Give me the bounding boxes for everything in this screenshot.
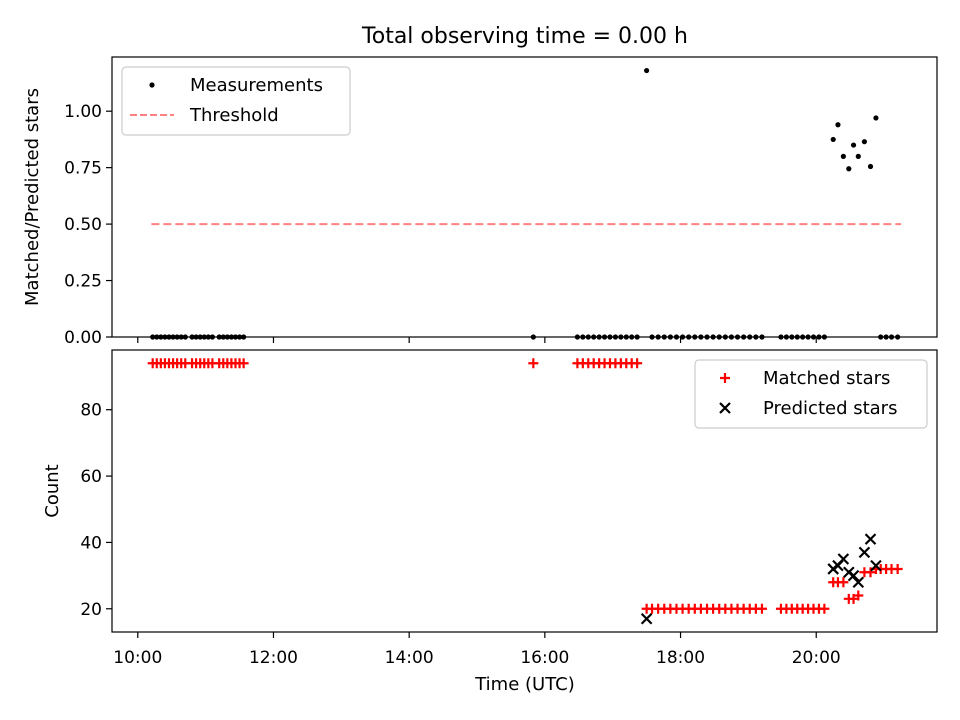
legend: Matched stars Predicted stars [694, 359, 928, 429]
data-point [858, 546, 871, 559]
series-predicted-stars [640, 533, 882, 625]
data-point [853, 590, 864, 601]
data-point [864, 533, 877, 545]
legend-marker [149, 82, 155, 88]
y-axis-label: Matched/Predicted stars [22, 88, 43, 306]
legend-label: Matched stars [763, 368, 890, 389]
legend-label: Measurements [190, 75, 323, 96]
x-tick-label: 20:00 [792, 648, 841, 668]
x-tick-label: 18:00 [656, 648, 705, 668]
plot-layer: 0.00 0.25 0.50 0.75 1.00 Matched/Predicted st… [22, 56, 938, 668]
data-point [819, 603, 830, 614]
data-point [861, 139, 868, 145]
y-tick-label: 0.00 [64, 328, 102, 348]
x-tick-label: 16:00 [520, 648, 569, 668]
legend: Measurements Threshold [121, 66, 351, 136]
x-tick-label: 14:00 [385, 648, 434, 668]
data-point [640, 612, 653, 625]
data-point [847, 569, 860, 582]
y-tick-label: 80 [80, 401, 102, 421]
data-point [867, 163, 874, 170]
data-point [528, 358, 539, 369]
x-tick-label: 10:00 [113, 648, 162, 668]
legend-label: Predicted stars [763, 398, 897, 419]
y-tick-label: 40 [80, 533, 102, 553]
series-matched-stars [147, 358, 903, 614]
y-tick-label: 0.25 [64, 272, 102, 292]
legend-marker [720, 373, 730, 383]
panel-2: 20 40 60 80 10:00 12:00 14:00 16:00 18:00 20:00 Co… [42, 349, 938, 668]
plot-frame [111, 349, 938, 633]
legend-marker [719, 402, 731, 414]
data-point [855, 153, 861, 159]
data-point [632, 358, 643, 369]
chart-title: Total observing time = 0.00 h [361, 24, 688, 49]
x-axis-label: Time (UTC) [474, 674, 575, 695]
y-tick-label: 1.00 [64, 102, 102, 122]
legend-label: Threshold [189, 105, 279, 126]
panel-1: 0.00 0.25 0.50 0.75 1.00 Matched/Predicted st… [22, 56, 938, 348]
y-tick-label: 20 [80, 600, 102, 620]
data-point [238, 358, 249, 369]
data-point [644, 67, 650, 74]
data-point [865, 567, 876, 578]
x-tick-label: 12:00 [249, 648, 298, 668]
data-point [838, 577, 849, 588]
data-point [756, 603, 767, 614]
legend-box [694, 359, 928, 429]
y-tick-label: 60 [80, 467, 102, 487]
y-tick-label: 0.50 [64, 215, 102, 235]
data-point [837, 553, 850, 565]
plot-frame [111, 56, 938, 338]
data-point [873, 115, 879, 121]
data-point [850, 142, 857, 148]
data-point [840, 153, 846, 159]
data-point [852, 576, 865, 589]
data-point [846, 166, 852, 172]
y-axis-label: Count [42, 464, 63, 517]
legend-box [121, 66, 351, 136]
data-point [870, 559, 882, 572]
y-tick-label: 0.75 [64, 159, 102, 179]
data-point [835, 122, 841, 128]
data-point [892, 563, 903, 574]
data-point [830, 136, 836, 143]
